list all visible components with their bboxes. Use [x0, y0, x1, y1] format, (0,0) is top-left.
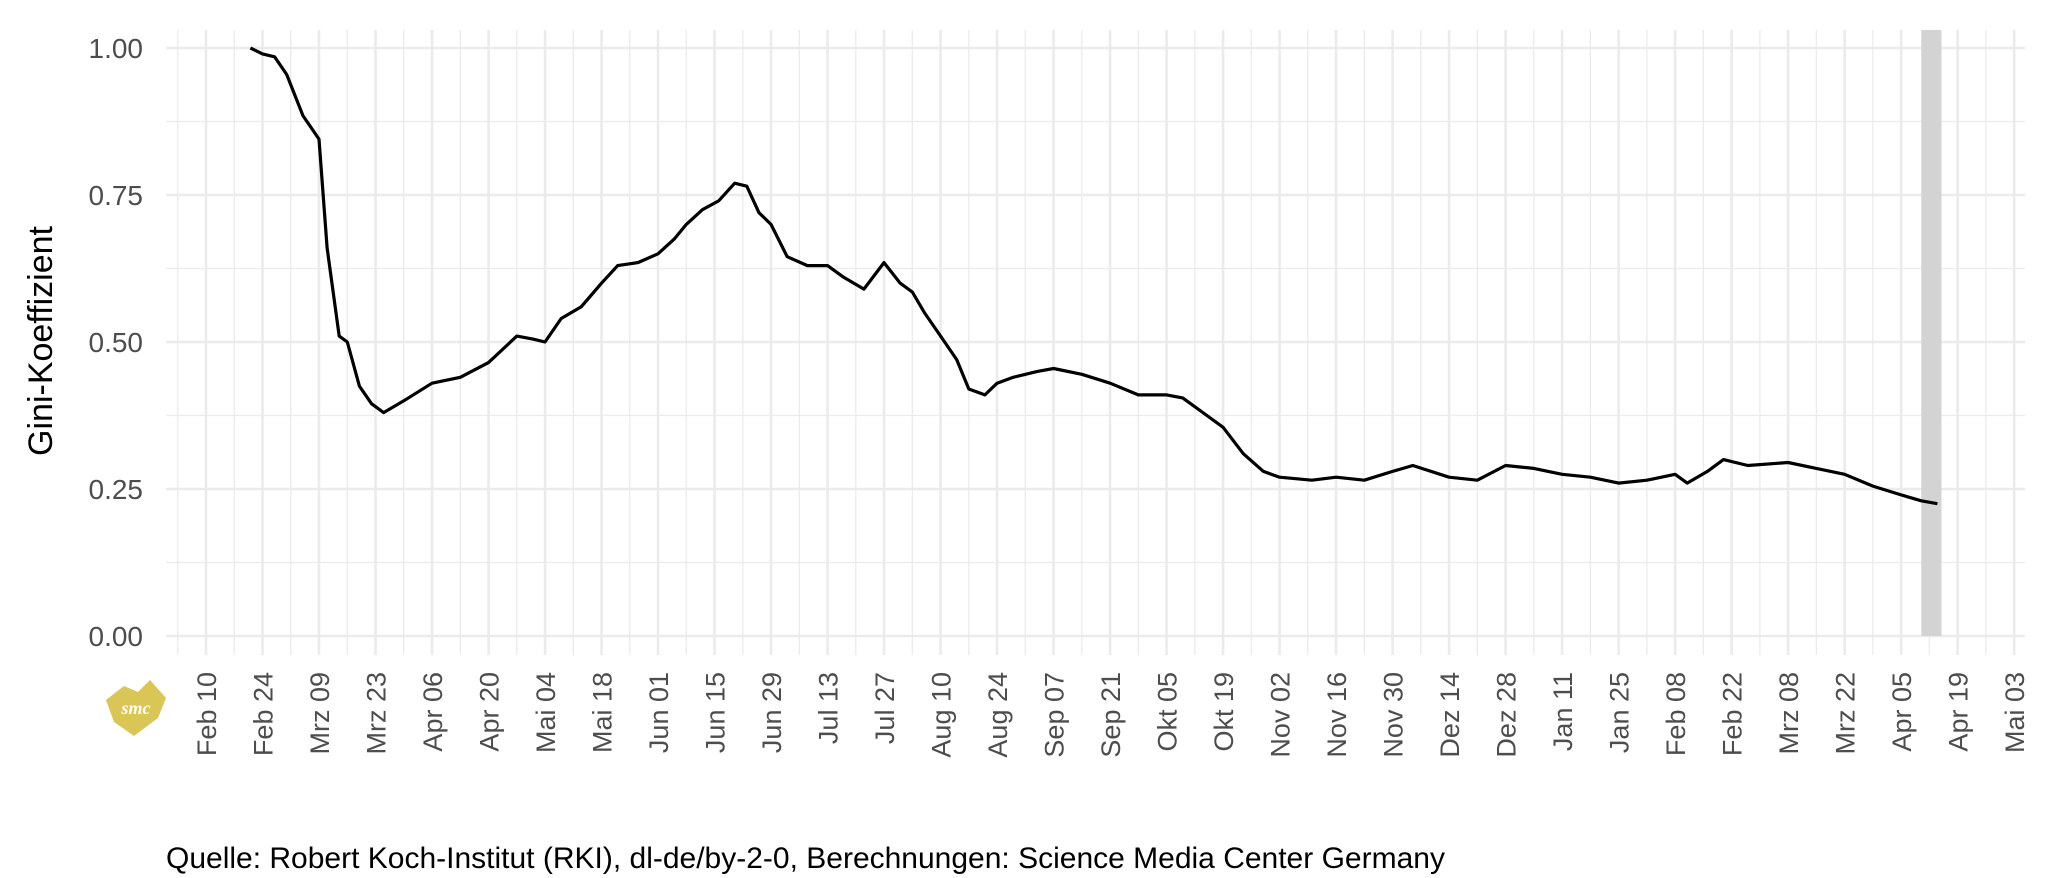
x-tick-label: Okt 05: [1153, 672, 1183, 752]
smc-logo: smc: [106, 680, 166, 736]
x-tick-label: Jan 25: [1605, 672, 1635, 753]
x-tick-label: Jun 15: [701, 672, 731, 753]
x-tick-label: Jan 11: [1548, 672, 1578, 751]
x-tick-label: Jul 27: [870, 672, 900, 744]
x-tick-label: Jun 29: [757, 672, 787, 753]
y-tick-label: 0.50: [89, 327, 144, 358]
source-caption: Quelle: Robert Koch-Institut (RKI), dl-d…: [166, 842, 1445, 875]
x-tick-label: Aug 10: [927, 672, 957, 758]
shaded-range: [1921, 30, 1942, 636]
x-tick-label: Feb 22: [1718, 672, 1748, 756]
x-tick-label: Nov 30: [1379, 672, 1409, 758]
x-tick-label: Apr 06: [418, 672, 448, 752]
y-tick-label: 1.00: [89, 33, 144, 64]
series-line: [249, 46, 1938, 506]
x-tick-label: Mai 18: [588, 672, 618, 753]
smc-logo-text: smc: [121, 698, 151, 718]
x-tick-label: Okt 19: [1209, 672, 1239, 752]
x-tick-label: Aug 24: [983, 672, 1013, 758]
y-axis-ticks: 0.00 0.25 0.50 0.75 1.00: [89, 33, 144, 652]
x-tick-label: Apr 19: [1944, 672, 1974, 752]
x-tick-label: Feb 24: [249, 672, 279, 756]
x-tick-label: Dez 28: [1492, 672, 1522, 758]
x-tick-label: Apr 20: [475, 672, 505, 752]
x-tick-label: Sep 21: [1096, 672, 1126, 758]
y-axis-title: Gini-Koeffizient: [22, 225, 60, 455]
x-tick-label: Jul 13: [814, 672, 844, 744]
x-tick-label: Mrz 23: [362, 672, 392, 755]
grid: [166, 30, 2025, 655]
x-tick-label: Nov 02: [1266, 672, 1296, 758]
x-tick-label: Mai 04: [531, 672, 561, 753]
y-tick-label: 0.75: [89, 180, 144, 211]
x-tick-label: Mai 03: [2000, 672, 2030, 753]
y-tick-label: 0.25: [89, 474, 144, 505]
x-tick-label: Feb 10: [192, 672, 222, 756]
x-tick-label: Apr 05: [1887, 672, 1917, 752]
x-tick-label: Nov 16: [1322, 672, 1352, 758]
y-tick-label: 0.00: [89, 621, 144, 652]
x-tick-label: Mrz 09: [305, 672, 335, 755]
x-tick-label: Sep 07: [1040, 672, 1070, 758]
x-tick-label: Mrz 08: [1774, 672, 1804, 755]
smc-logo-shape: [106, 680, 166, 736]
x-tick-label: Feb 08: [1661, 672, 1691, 756]
x-axis-ticks: Feb 10 Feb 24 Mrz 09 Mrz 23 Apr 06 Apr 20 Mai …: [192, 672, 2030, 758]
x-tick-label: Mrz 22: [1831, 672, 1861, 755]
x-tick-label: Dez 14: [1435, 672, 1465, 758]
x-tick-label: Jun 01: [644, 672, 674, 753]
